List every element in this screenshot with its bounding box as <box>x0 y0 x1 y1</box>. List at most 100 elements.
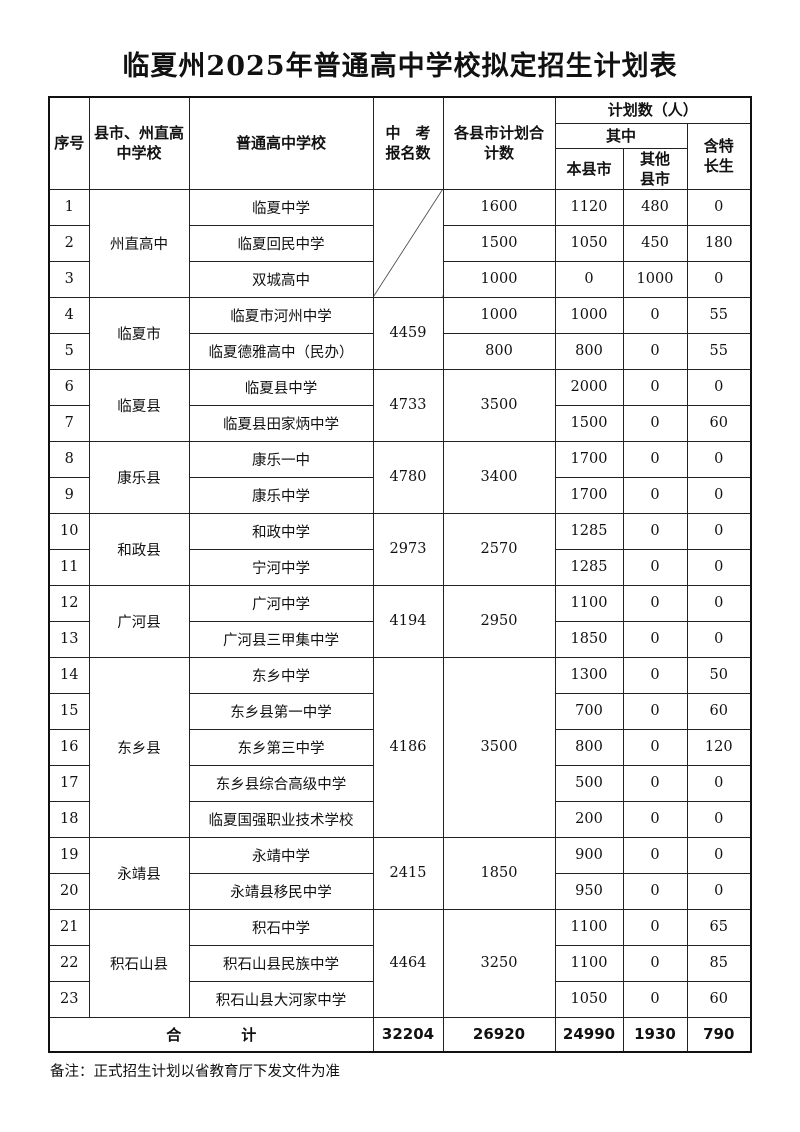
county-name: 康乐县 <box>88 440 190 514</box>
footnote: 备注：正式招生计划以省教育厅下发文件为准 <box>50 1064 340 1080</box>
other-count: 0 <box>622 584 688 622</box>
total-local: 24990 <box>554 1016 624 1052</box>
county-name: 临夏县 <box>88 368 190 442</box>
table-row: 19 永靖县 永靖中学 2415 1850 900 0 0 <box>48 836 752 910</box>
school-name: 永靖县移民中学 <box>188 872 374 910</box>
school-name: 积石中学 <box>188 908 374 946</box>
school-name: 东乡县综合高级中学 <box>188 764 374 802</box>
school-name: 积石山县民族中学 <box>188 944 374 982</box>
table-row: 21 积石山县 积石中学 4464 3250 1100 0 65 <box>48 908 752 1018</box>
special-count: 120 <box>686 728 752 766</box>
table-row: 20 永靖县移民中学 950 0 0 <box>48 872 752 910</box>
special-count: 60 <box>686 980 752 1018</box>
total-exam: 32204 <box>372 1016 444 1052</box>
special-count: 65 <box>686 908 752 946</box>
other-count: 0 <box>622 800 688 838</box>
plan-total: 3250 <box>442 908 556 1018</box>
local-count: 1285 <box>554 512 624 550</box>
row-number: 10 <box>48 512 90 550</box>
school-name: 临夏县田家炳中学 <box>188 404 374 442</box>
table-row: 17 东乡县综合高级中学 500 0 0 <box>48 764 752 802</box>
exam-count: 4780 <box>372 440 444 514</box>
other-count: 0 <box>622 332 688 370</box>
table-row: 23 积石山县大河家中学 1050 0 60 <box>48 980 752 1018</box>
table-row: 22 积石山县民族中学 1100 0 85 <box>48 944 752 982</box>
header-local: 本县市 <box>554 147 624 190</box>
plan-total: 1500 <box>442 224 556 262</box>
row-number: 22 <box>48 944 90 982</box>
other-count: 0 <box>622 764 688 802</box>
county-name: 临夏市 <box>88 296 190 370</box>
plan-total: 1000 <box>442 296 556 334</box>
county-name: 广河县 <box>88 584 190 658</box>
local-count: 2000 <box>554 368 624 406</box>
school-name: 东乡县第一中学 <box>188 692 374 730</box>
row-number: 16 <box>48 728 90 766</box>
local-count: 1000 <box>554 296 624 334</box>
special-count: 50 <box>686 656 752 694</box>
special-count: 0 <box>686 188 752 226</box>
school-name: 东乡中学 <box>188 656 374 694</box>
school-name: 积石山县大河家中学 <box>188 980 374 1018</box>
table-body: 1 州直高中 临夏中学 1600 1120 480 0 2 临夏回民中学 1500 1050 450 1… <box>48 188 752 1052</box>
school-name: 双城高中 <box>188 260 374 298</box>
other-count: 0 <box>622 368 688 406</box>
special-count: 60 <box>686 692 752 730</box>
plan-total: 1600 <box>442 188 556 226</box>
plan-total: 2950 <box>442 584 556 658</box>
local-count: 1500 <box>554 404 624 442</box>
table-row: 9 康乐中学 1700 0 0 <box>48 476 752 514</box>
county-name: 永靖县 <box>88 836 190 910</box>
plan-total: 800 <box>442 332 556 370</box>
row-number: 11 <box>48 548 90 586</box>
local-count: 1120 <box>554 188 624 226</box>
school-name: 广河县三甲集中学 <box>188 620 374 658</box>
other-count: 0 <box>622 512 688 550</box>
local-count: 1100 <box>554 584 624 622</box>
school-name: 东乡第三中学 <box>188 728 374 766</box>
row-number: 20 <box>48 872 90 910</box>
county-name: 积石山县 <box>88 908 190 1018</box>
header-county: 县市、州直高中学校 <box>88 96 190 190</box>
local-count: 200 <box>554 800 624 838</box>
row-number: 9 <box>48 476 90 514</box>
other-count: 0 <box>622 980 688 1018</box>
other-count: 0 <box>622 692 688 730</box>
row-number: 19 <box>48 836 90 874</box>
row-number: 13 <box>48 620 90 658</box>
county-name: 州直高中 <box>88 188 190 298</box>
school-name: 临夏回民中学 <box>188 224 374 262</box>
other-count: 0 <box>622 296 688 334</box>
local-count: 1700 <box>554 476 624 514</box>
school-name: 临夏德雅高中（民办） <box>188 332 374 370</box>
local-count: 1700 <box>554 440 624 478</box>
row-number: 14 <box>48 656 90 694</box>
other-count: 0 <box>622 440 688 478</box>
school-name: 永靖中学 <box>188 836 374 874</box>
header-plan: 计划数（人） <box>554 96 752 124</box>
other-count: 0 <box>622 728 688 766</box>
plan-total: 3500 <box>442 368 556 442</box>
school-name: 广河中学 <box>188 584 374 622</box>
school-name: 康乐一中 <box>188 440 374 478</box>
exam-count: 4186 <box>372 656 444 838</box>
header-plan-total: 各县市计划合计数 <box>442 96 556 190</box>
plan-total: 1000 <box>442 260 556 298</box>
table-row: 4 临夏市 临夏市河州中学 4459 1000 1000 0 55 <box>48 296 752 370</box>
row-number: 21 <box>48 908 90 946</box>
local-count: 1300 <box>554 656 624 694</box>
local-count: 1285 <box>554 548 624 586</box>
special-count: 0 <box>686 440 752 478</box>
special-count: 0 <box>686 548 752 586</box>
local-count: 950 <box>554 872 624 910</box>
table-row: 16 东乡第三中学 800 0 120 <box>48 728 752 766</box>
other-count: 0 <box>622 404 688 442</box>
table-row: 7 临夏县田家炳中学 1500 0 60 <box>48 404 752 442</box>
other-count: 0 <box>622 620 688 658</box>
special-count: 0 <box>686 764 752 802</box>
other-count: 0 <box>622 944 688 982</box>
local-count: 800 <box>554 728 624 766</box>
total-label: 合 计 <box>48 1016 374 1052</box>
page-title: 临夏州2025年普通高中学校拟定招生计划表 <box>122 51 678 82</box>
row-number: 4 <box>48 296 90 334</box>
